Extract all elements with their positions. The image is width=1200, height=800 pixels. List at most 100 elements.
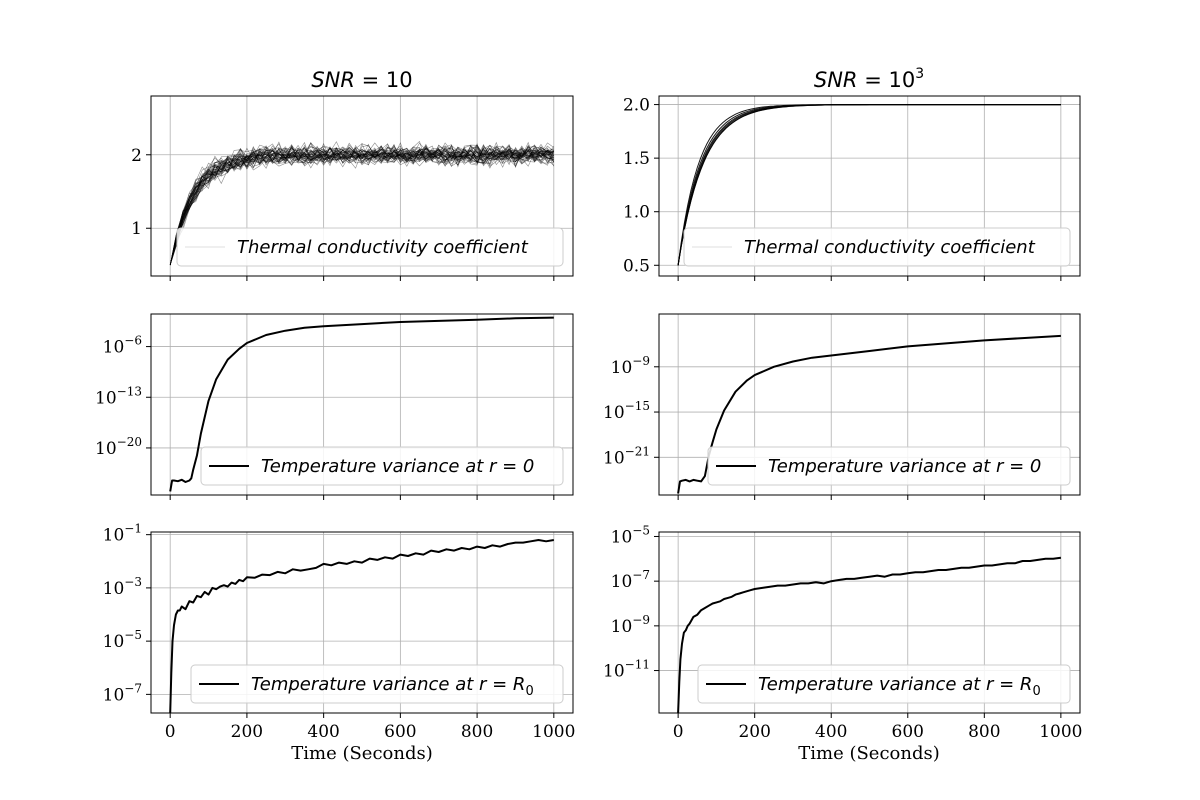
legend: Temperature variance at r = R0 xyxy=(190,664,564,704)
column-title-left: SNR = 10 xyxy=(311,68,412,92)
legend-box xyxy=(200,446,564,486)
legend: Thermal conductivity coefficient xyxy=(683,227,1071,267)
column-title-right: SNR = 103 xyxy=(814,66,924,92)
y-tick-label: 10−20 xyxy=(95,435,142,459)
subplot-right-mid: 10−9 10−15 10−21 Temperature variance at r … xyxy=(603,313,1081,500)
series-line-member-36 xyxy=(169,142,554,266)
plot-area xyxy=(169,140,555,266)
x-tick-label: 800 xyxy=(461,722,493,742)
series-line-member-6 xyxy=(169,146,554,266)
series-line-member-16 xyxy=(169,145,554,266)
x-tick-label: 200 xyxy=(231,722,263,742)
series-line-member-20 xyxy=(169,141,555,266)
plot-area xyxy=(169,539,554,713)
y-tick-label: 10−5 xyxy=(103,628,142,652)
series-line-member-27 xyxy=(169,142,554,266)
subplot-left-mid: 10−6 10−13 10−20 Temperature variance at r … xyxy=(95,313,574,500)
subplot-left-top: 1 2 Thermal conductivity coefficient xyxy=(131,95,574,281)
legend: Thermal conductivity coefficient xyxy=(176,227,564,267)
y-tick-label: 10−3 xyxy=(103,575,142,599)
axes-frame xyxy=(150,95,574,277)
legend-label: Thermal conductivity coefficient xyxy=(744,237,1036,258)
y-tick-label: 10−6 xyxy=(103,334,142,358)
legend: Temperature variance at r = 0 xyxy=(200,446,564,486)
series-line-member-4 xyxy=(169,141,554,266)
series-line-member-10 xyxy=(169,141,555,266)
y-tick-label: 10−9 xyxy=(611,613,650,637)
x-tick-label: 0 xyxy=(165,722,176,742)
y-tick-label: 10−7 xyxy=(103,681,142,705)
series-line-member-7 xyxy=(169,144,554,266)
series-line xyxy=(677,334,1061,494)
series-line-member-32 xyxy=(169,146,554,266)
series-line-member-6 xyxy=(677,104,1061,266)
y-tick-label: 2.0 xyxy=(623,96,650,116)
axes-frame xyxy=(150,313,574,496)
series-line-member-33 xyxy=(169,143,555,266)
series-line-member-3 xyxy=(169,141,554,266)
axes-frame xyxy=(658,95,1081,277)
y-tick-label: 10−11 xyxy=(603,658,650,682)
series-line-member-8 xyxy=(169,144,554,266)
legend-label: Thermal conductivity coefficient xyxy=(237,237,529,258)
legend-label: Temperature variance at r = R0 xyxy=(251,674,534,699)
y-tick-label: 1.5 xyxy=(623,149,650,169)
series-line-member-44 xyxy=(169,140,554,266)
y-tick-label: 10−9 xyxy=(611,354,650,378)
subplot-left-bot: 0 200 400 600 800 1000 10−1 10−3 10−5 10−7 Tempera… xyxy=(103,522,576,742)
series-line xyxy=(169,539,554,713)
series-line-member-39 xyxy=(169,141,554,266)
series-line-member-14 xyxy=(169,143,554,266)
legend-box xyxy=(697,664,1071,704)
x-axis-label-left: Time (Seconds) xyxy=(291,743,433,764)
series-line-member-9 xyxy=(169,146,555,266)
y-tick-label: 10−13 xyxy=(95,384,142,408)
subplot-grid: 1 2 Thermal conductivity coefficient 0.5 1.0… xyxy=(95,95,1082,742)
plot-area xyxy=(169,316,554,492)
legend-label: Temperature variance at r = 0 xyxy=(261,456,534,477)
series-line-member-18 xyxy=(169,144,554,266)
x-axis-label-right: Time (Seconds) xyxy=(798,743,940,764)
y-tick-label: 1.0 xyxy=(623,203,650,223)
series-line-member-38 xyxy=(169,146,554,266)
series-line-member-40 xyxy=(169,145,554,266)
series-line-member-15 xyxy=(169,141,554,266)
series-line-member-34 xyxy=(169,143,555,266)
y-tick-label: 1 xyxy=(131,219,142,239)
y-tick-label: 10−15 xyxy=(603,399,650,423)
series-line-member-41 xyxy=(169,146,555,266)
x-tick-label: 800 xyxy=(968,722,1000,742)
x-tick-label: 400 xyxy=(815,722,847,742)
series-line-member-26 xyxy=(169,144,554,266)
series-line xyxy=(677,556,1062,713)
y-tick-label: 0.5 xyxy=(623,256,650,276)
plot-area xyxy=(677,104,1061,266)
series-line-member-43 xyxy=(169,144,554,266)
series-line xyxy=(169,316,554,492)
legend-box xyxy=(707,446,1071,486)
series-line-member-23 xyxy=(169,144,554,266)
series-line-member-42 xyxy=(169,142,554,266)
series-line-member-1 xyxy=(169,145,554,266)
plot-area xyxy=(677,556,1062,713)
legend: Temperature variance at r = 0 xyxy=(707,446,1071,486)
series-line-member-12 xyxy=(169,144,555,266)
axes-frame xyxy=(658,313,1081,496)
series-line-member-13 xyxy=(169,144,555,266)
subplot-right-bot: 0 200 400 600 800 1000 10−5 10−7 10−9 10−11 Temper… xyxy=(603,523,1082,742)
x-tick-label: 200 xyxy=(738,722,770,742)
series-line-member-2 xyxy=(169,144,554,266)
plot-area xyxy=(677,334,1061,494)
legend-label: Temperature variance at r = R0 xyxy=(758,674,1041,699)
y-tick-label: 2 xyxy=(131,146,142,166)
series-line-member-21 xyxy=(169,142,554,266)
series-line-member-17 xyxy=(169,145,555,266)
axes-frame xyxy=(150,531,574,714)
y-tick-label: 10−5 xyxy=(611,523,650,547)
y-tick-label: 10−1 xyxy=(103,522,142,546)
legend-label: Temperature variance at r = 0 xyxy=(768,456,1041,477)
series-line-member-25 xyxy=(169,143,554,266)
legend: Temperature variance at r = R0 xyxy=(697,664,1071,704)
series-line-member-28 xyxy=(169,145,554,266)
